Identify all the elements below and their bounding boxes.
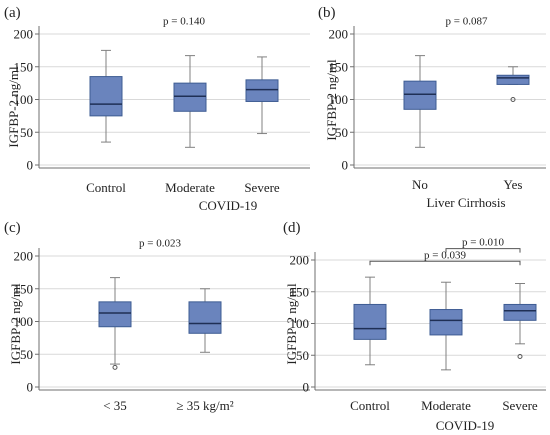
panel-b-letter: (b): [318, 5, 336, 21]
panel-d-y-tick-label: 200: [290, 253, 310, 268]
panel-b-y-tick-label: 50: [335, 125, 348, 140]
panel-d-y-tick-label: 100: [290, 316, 310, 331]
panel-a-y-tick-label: 0: [27, 158, 34, 173]
panel-d: (d) IGFBP-2 ng/ml COVID-19 0 50 100 150 200 C…: [283, 220, 546, 433]
panel-d-x-tick-label: Control: [350, 398, 390, 413]
panel-a-y-tick-label: 150: [14, 59, 34, 74]
panel-b-p-value: p = 0.087: [446, 15, 488, 27]
panel-d-y-tick-label: 0: [303, 380, 310, 395]
panel-c-letter: (c): [4, 220, 21, 236]
panel-a-y-tick-label: 100: [14, 92, 34, 107]
panel-d-letter: (d): [283, 220, 301, 236]
panel-d-x-tick-label: Moderate: [421, 398, 471, 413]
panel-b-y-tick-label: 0: [342, 158, 349, 173]
panel-d-p-value: p = 0.039: [424, 249, 466, 261]
panel-b-y-tick-label: 100: [329, 92, 349, 107]
panel-c-box: [188, 301, 222, 334]
panel-d-xlabel: COVID-19: [436, 418, 495, 433]
panel-a-letter: (a): [4, 5, 21, 21]
panel-b-y-tick-label: 200: [329, 27, 349, 42]
panel-b: (b) IGFBP-2 ng/ml Liver Cirrhosis 0 50 100…: [318, 5, 546, 210]
panel-a-ylabel: IGFBP-2 ng/ml: [6, 66, 21, 148]
panel-d-y-tick-label: 150: [290, 284, 310, 299]
panel-b-box: [403, 80, 437, 110]
panel-d-x-tick-label: Severe: [502, 398, 538, 413]
panel-b-plot: 0 50 100 150 200 No Yes p = 0.087: [329, 15, 546, 192]
panel-b-ylabel: IGFBP-2 ng/ml: [324, 59, 339, 141]
panel-d-significance-bracket: [369, 260, 521, 266]
panel-a: (a) IGFBP-2 ng/ml COVID-19 0 50 100 150 200 C…: [4, 5, 310, 213]
panel-c-y-tick-label: 0: [27, 380, 34, 395]
panel-d-plot: 0 50 100 150 200 Control Moderate Severe p = 0.0…: [290, 237, 546, 413]
panel-a-box: [173, 82, 207, 112]
panel-d-y-tick-label: 50: [296, 348, 309, 363]
panel-b-outlier: [510, 97, 516, 102]
panel-c-ylabel: IGFBP-2 ng/ml: [8, 283, 23, 365]
panel-a-xlabel: COVID-19: [199, 198, 258, 213]
panel-d-box: [503, 303, 537, 321]
panel-c-x-tick-label: ≥ 35 kg/m²: [176, 398, 233, 413]
panel-a-x-tick-label: Severe: [244, 180, 280, 195]
panel-c-box: [98, 301, 132, 328]
panel-c: (c) IGFBP-2 ng/ml 0 50 100 150 200 < 35 ≥ 35 k…: [4, 220, 310, 413]
panel-a-y-tick-label: 50: [20, 125, 33, 140]
panel-b-x-tick-label: No: [412, 177, 428, 192]
panel-c-plot: 0 50 100 150 200 < 35 ≥ 35 kg/m² p = 0.023: [14, 237, 310, 413]
panel-c-y-tick-label: 50: [20, 347, 33, 362]
panel-b-y-tick-label: 150: [329, 59, 349, 74]
panel-c-y-tick-label: 150: [14, 281, 34, 296]
panel-c-x-tick-label: < 35: [103, 398, 127, 413]
panel-a-box: [89, 76, 123, 117]
panel-b-box: [496, 74, 530, 85]
panel-a-x-tick-label: Control: [86, 180, 126, 195]
panel-d-p-value: p = 0.010: [462, 237, 504, 249]
panel-a-y-tick-label: 200: [14, 27, 34, 42]
panel-d-box: [353, 303, 387, 340]
panel-a-plot: 0 50 100 150 200 Control Moderate Severe p = 0.1…: [14, 15, 310, 195]
panel-a-box: [245, 79, 279, 102]
panel-d-significance-bracket: [445, 248, 521, 253]
panel-c-p-value: p = 0.023: [139, 237, 181, 249]
panel-b-xlabel: Liver Cirrhosis: [426, 195, 505, 210]
panel-a-x-tick-label: Moderate: [165, 180, 215, 195]
panel-d-box: [429, 309, 463, 336]
panel-a-p-value: p = 0.140: [163, 15, 205, 27]
panel-c-y-tick-label: 100: [14, 314, 34, 329]
panel-c-outlier: [112, 364, 118, 370]
panel-d-outlier: [517, 354, 523, 360]
panel-c-y-tick-label: 200: [14, 249, 34, 264]
panel-b-x-tick-label: Yes: [504, 177, 523, 192]
panel-d-ylabel: IGFBP-2 ng/ml: [284, 283, 299, 365]
